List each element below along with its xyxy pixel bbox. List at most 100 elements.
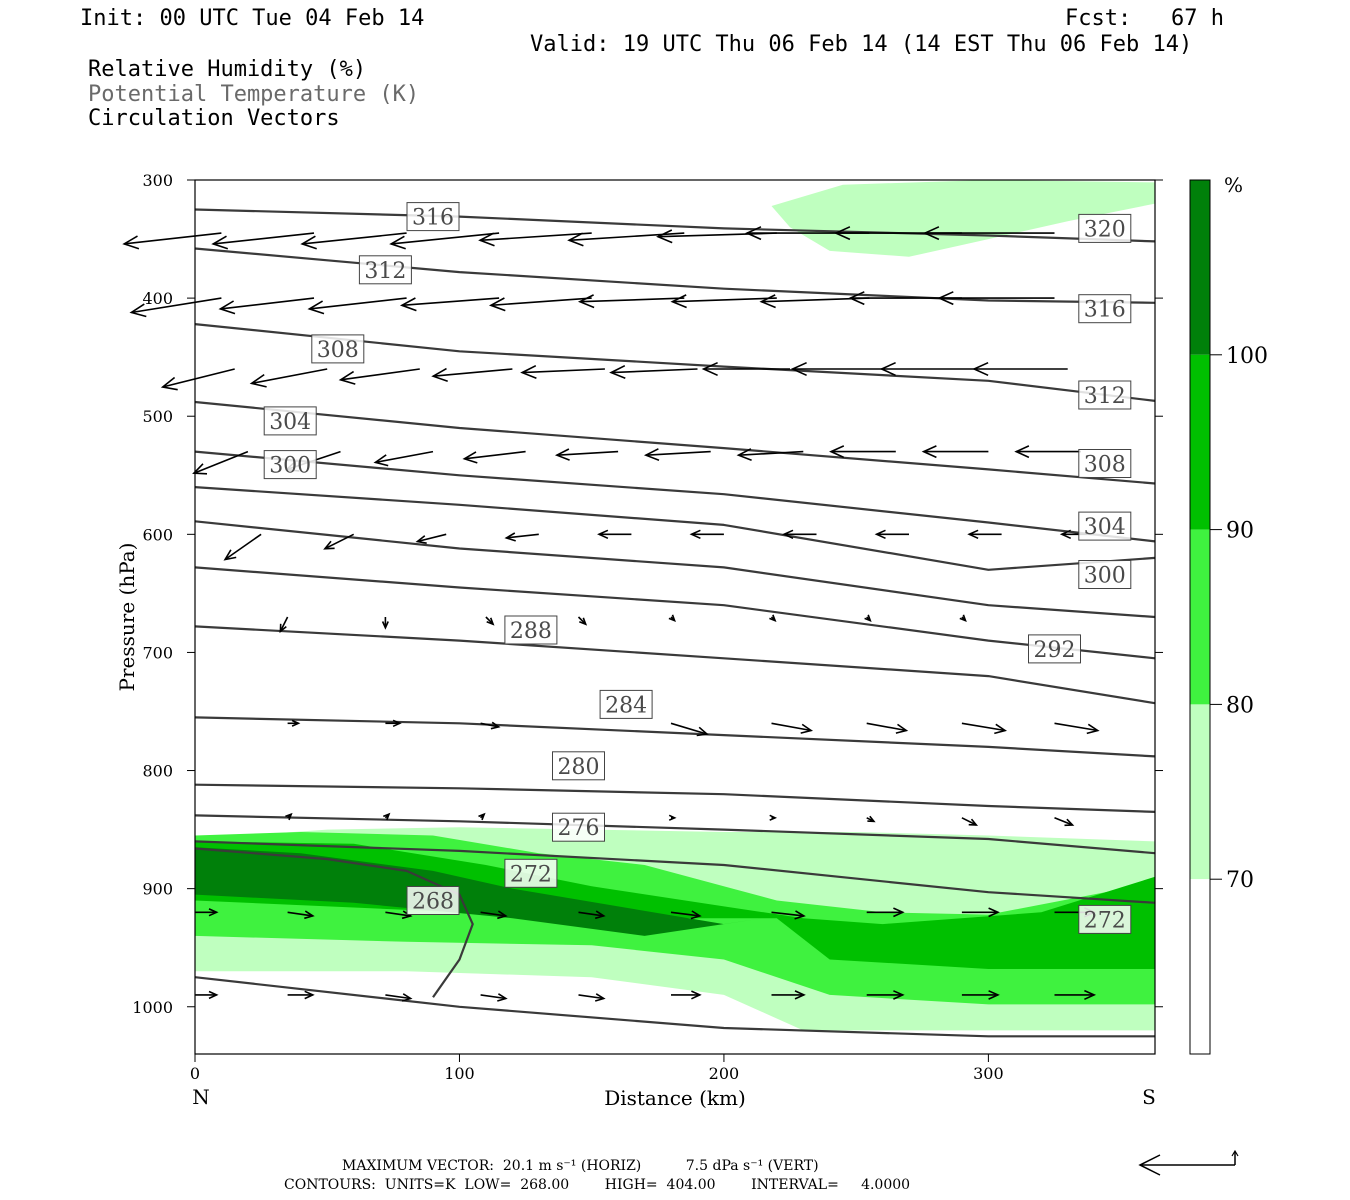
circulation-vector	[462, 450, 526, 464]
circulation-vector	[701, 361, 790, 377]
max-vector-note: MAXIMUM VECTOR: 20.1 m s⁻¹ (HORIZ) 7.5 d…	[342, 1158, 819, 1174]
circulation-vector	[485, 616, 495, 626]
svg-text:312: 312	[1084, 384, 1126, 409]
contour-label-316: 316	[1078, 294, 1132, 324]
circulation-vector	[383, 812, 391, 821]
contour-label-272: 272	[1078, 904, 1132, 934]
circulation-vector	[192, 450, 249, 475]
circulation-vector	[488, 297, 592, 312]
rh-region-100	[195, 847, 764, 936]
theta-contour-272	[194, 976, 1155, 1038]
circulation-vector	[668, 614, 676, 622]
x-tick-label: 300	[973, 1064, 1004, 1083]
circulation-vector	[609, 364, 698, 380]
field-theta-title: Potential Temperature (K)	[88, 82, 420, 107]
circulation-vector	[874, 529, 909, 540]
circulation-vector	[769, 614, 777, 622]
y-tick-label: 500	[142, 407, 173, 426]
init-time: Init: 00 UTC Tue 04 Feb 14	[80, 6, 425, 31]
contour-label-280: 280	[552, 751, 605, 781]
rh-region-70	[771, 180, 1155, 257]
contour-label-312: 312	[1078, 380, 1132, 410]
axes-layer: 300 400 500 600 700 800 900 1000 0 100 200 300 N S Dis…	[115, 171, 1163, 1110]
contour-label-layer: 316 320 312 316 308 312 304 308 300 304 300 288 292 2…	[263, 202, 1132, 934]
svg-text:308: 308	[1084, 453, 1126, 478]
y-tick-label: 1000	[132, 998, 173, 1017]
circulation-vector	[922, 226, 1055, 241]
colorbar: 100 90 80 70%	[1189, 173, 1268, 1055]
colorbar-segment	[1190, 180, 1210, 355]
contour-label-308: 308	[1078, 449, 1132, 478]
circulation-vector	[195, 990, 219, 1000]
field-rh-title: Relative Humidity (%)	[88, 57, 367, 82]
y-tick-label: 600	[142, 525, 173, 544]
valid-time: Valid: 19 UTC Thu 06 Feb 14 (14 EST Thu …	[530, 32, 1193, 57]
circulation-vector	[1054, 722, 1100, 735]
contour-label-276: 276	[552, 812, 605, 842]
svg-text:272: 272	[1084, 908, 1126, 933]
circulation-vector	[577, 616, 588, 626]
x-end-label-right: S	[1142, 1085, 1156, 1109]
contour-label-300: 300	[1078, 560, 1132, 589]
x-tick-label: 100	[444, 1064, 475, 1083]
theta-contour-280	[194, 783, 1156, 813]
x-tick-label: 200	[709, 1064, 740, 1083]
contour-info: CONTOURS: UNITS=K LOW= 268.00 HIGH= 404.…	[284, 1177, 911, 1193]
field-vectors-title: Circulation Vectors	[88, 106, 340, 131]
circulation-vector	[431, 367, 513, 382]
circulation-vector	[287, 910, 315, 920]
circulation-vector	[373, 450, 434, 467]
circulation-vector	[771, 990, 806, 1000]
circulation-vector	[285, 812, 293, 821]
circulation-vector	[671, 990, 702, 1000]
circulation-vector	[122, 232, 222, 250]
colorbar-frame	[1189, 179, 1211, 1055]
svg-text:288: 288	[510, 619, 552, 644]
circulation-vector	[385, 910, 413, 920]
plot-frame	[194, 179, 1156, 1055]
circulation-vector	[689, 529, 724, 540]
circulation-vector	[961, 907, 1000, 918]
theta-contour-316	[194, 247, 1156, 304]
circulation-vector	[567, 232, 685, 247]
circulation-vector	[864, 614, 872, 622]
theta-contour-308	[194, 400, 1156, 485]
contour-label-288: 288	[504, 615, 558, 645]
svg-text:276: 276	[558, 816, 600, 841]
x-tick-label: 0	[190, 1064, 200, 1083]
circulation-vector	[211, 232, 315, 250]
svg-text:292: 292	[1034, 638, 1076, 663]
circulation-vector	[300, 232, 407, 250]
colorbar-unit: %	[1224, 173, 1243, 197]
circulation-vector	[1054, 817, 1075, 827]
contour-label-300: 300	[263, 450, 317, 480]
svg-text:300: 300	[1084, 564, 1126, 589]
theta-contour-312	[194, 323, 1156, 402]
circulation-vector	[670, 722, 709, 737]
circulation-vector	[385, 993, 413, 1002]
contour-label-316: 316	[406, 202, 460, 232]
reference-vector-icon	[1138, 1149, 1239, 1176]
circulation-vector	[597, 529, 632, 540]
contour-label-320: 320	[1078, 213, 1132, 243]
theta-contour-304	[194, 450, 1156, 543]
contour-label-292: 292	[1028, 634, 1081, 664]
circulation-vector	[249, 368, 328, 388]
svg-text:300: 300	[269, 454, 311, 479]
colorbar-segment	[1190, 879, 1210, 1054]
svg-text:284: 284	[605, 693, 647, 718]
circulation-vector	[921, 445, 989, 459]
contour-label-304: 304	[1078, 511, 1132, 541]
circulation-vector	[668, 814, 677, 821]
theta-contour-288	[194, 625, 1156, 705]
colorbar-segment	[1190, 354, 1210, 530]
contour-label-284: 284	[599, 689, 653, 719]
circulation-vector	[670, 910, 702, 920]
circulation-vector	[771, 910, 806, 920]
theta-contour-layer	[194, 208, 1156, 1038]
circulation-vector	[478, 232, 592, 247]
circulation-vector	[643, 448, 711, 462]
circulation-vector	[1054, 989, 1097, 1001]
y-tick-label: 400	[142, 289, 173, 308]
